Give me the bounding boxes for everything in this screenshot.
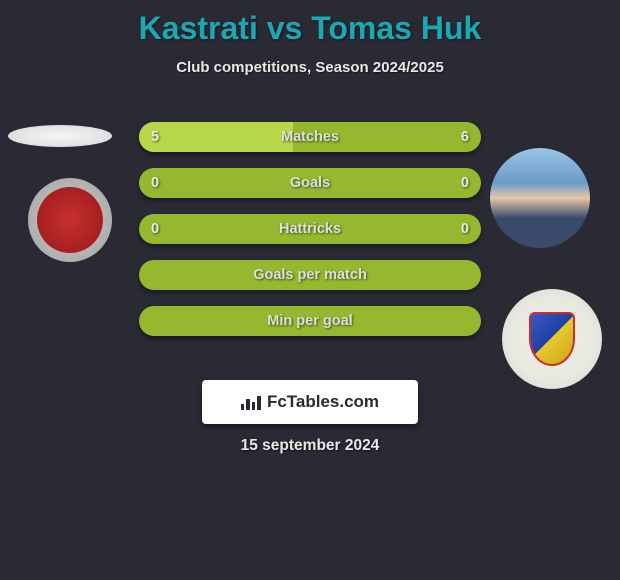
player-left-avatar (8, 125, 112, 147)
stat-label: Matches (139, 122, 481, 152)
stat-right-value: 0 (461, 168, 469, 198)
stats-container: 5Matches60Goals00Hattricks0Goals per mat… (139, 122, 481, 352)
player-left-club-badge (28, 178, 112, 262)
stat-right-value: 6 (461, 122, 469, 152)
player-right-avatar (490, 148, 590, 248)
stat-row: Goals per match (139, 260, 481, 290)
comparison-subtitle: Club competitions, Season 2024/2025 (0, 47, 620, 76)
stat-row: 5Matches6 (139, 122, 481, 152)
club-badge-inner (37, 187, 103, 253)
stat-label: Goals (139, 168, 481, 198)
club-shield (529, 312, 575, 366)
stat-row: Min per goal (139, 306, 481, 336)
stat-row: 0Hattricks0 (139, 214, 481, 244)
comparison-date: 15 september 2024 (0, 437, 620, 455)
stat-label: Hattricks (139, 214, 481, 244)
stat-label: Min per goal (139, 306, 481, 336)
comparison-title: Kastrati vs Tomas Huk (0, 0, 620, 47)
stat-row: 0Goals0 (139, 168, 481, 198)
stat-label: Goals per match (139, 260, 481, 290)
stat-right-value: 0 (461, 214, 469, 244)
brand-logo: FcTables.com (202, 380, 418, 424)
brand-text: FcTables.com (267, 392, 379, 412)
chart-icon (241, 394, 261, 410)
player-right-club-badge (502, 289, 602, 389)
